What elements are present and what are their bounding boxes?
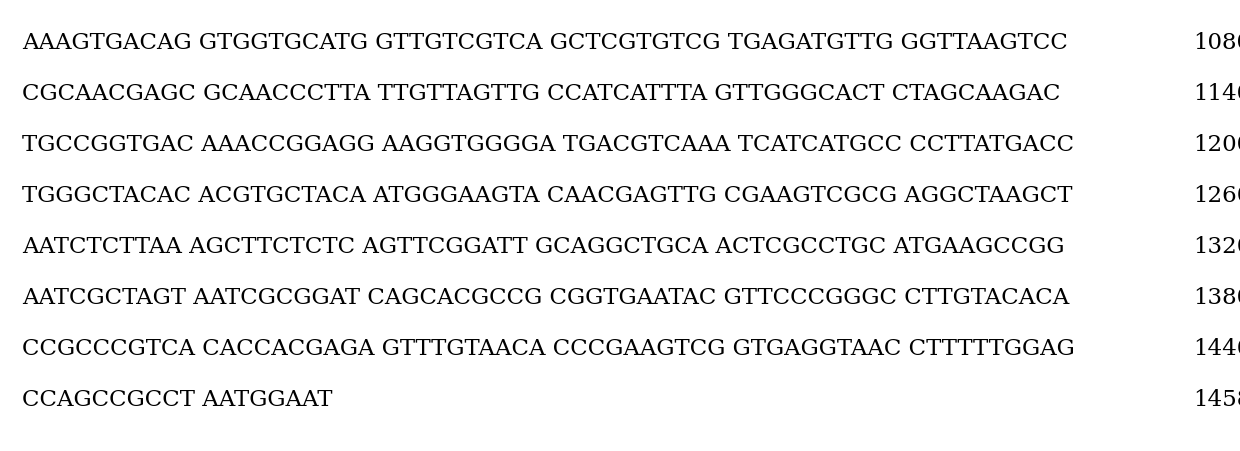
- Text: CCGCCCGTCA CACCACGAGA GTTTGTAACA CCCGAAGTCG GTGAGGTAAC CTTTTTGGAG: CCGCCCGTCA CACCACGAGA GTTTGTAACA CCCGAAG…: [22, 337, 1075, 359]
- Text: 1080: 1080: [1193, 32, 1240, 54]
- Text: 1380: 1380: [1193, 286, 1240, 308]
- Text: 1140: 1140: [1193, 83, 1240, 105]
- Text: 1200: 1200: [1193, 133, 1240, 156]
- Text: TGGGCTACAC ACGTGCTACA ATGGGAAGTA CAACGAGTTG CGAAGTCGCG AGGCTAAGCT: TGGGCTACAC ACGTGCTACA ATGGGAAGTA CAACGAG…: [22, 184, 1073, 207]
- Text: 1458: 1458: [1193, 388, 1240, 410]
- Text: CGCAACGAGC GCAACCCTTA TTGTTAGTTG CCATCATTTA GTTGGGCACT CTAGCAAGAC: CGCAACGAGC GCAACCCTTA TTGTTAGTTG CCATCAT…: [22, 83, 1060, 105]
- Text: 1320: 1320: [1193, 235, 1240, 258]
- Text: TGCCGGTGAC AAACCGGAGG AAGGTGGGGA TGACGTCAAA TCATCATGCC CCTTATGACC: TGCCGGTGAC AAACCGGAGG AAGGTGGGGA TGACGTC…: [22, 133, 1074, 156]
- Text: CCAGCCGCCT AATGGAAT: CCAGCCGCCT AATGGAAT: [22, 388, 332, 410]
- Text: AAAGTGACAG GTGGTGCATG GTTGTCGTCA GCTCGTGTCG TGAGATGTTG GGTTAAGTCC: AAAGTGACAG GTGGTGCATG GTTGTCGTCA GCTCGTG…: [22, 32, 1068, 54]
- Text: AATCGCTAGT AATCGCGGAT CAGCACGCCG CGGTGAATAC GTTCCCGGGC CTTGTACACA: AATCGCTAGT AATCGCGGAT CAGCACGCCG CGGTGAA…: [22, 286, 1070, 308]
- Text: 1440: 1440: [1193, 337, 1240, 359]
- Text: 1260: 1260: [1193, 184, 1240, 207]
- Text: AATCTCTTAA AGCTTCTCTC AGTTCGGATT GCAGGCTGCA ACTCGCCTGC ATGAAGCCGG: AATCTCTTAA AGCTTCTCTC AGTTCGGATT GCAGGCT…: [22, 235, 1065, 258]
